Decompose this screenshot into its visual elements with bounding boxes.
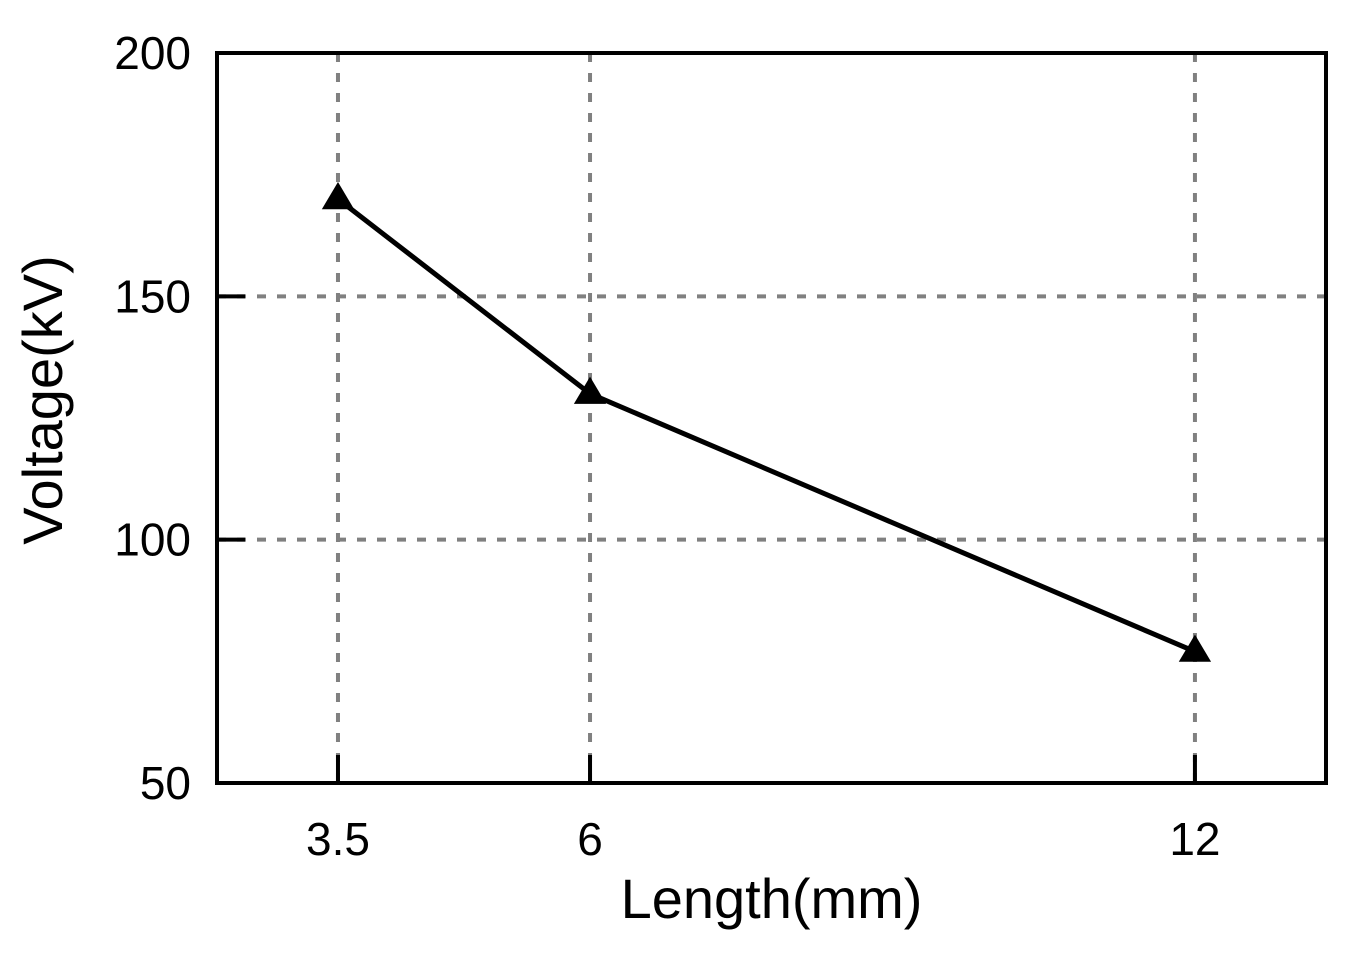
- x-tick-label: 6: [577, 813, 603, 865]
- grid-lines: [217, 53, 1326, 783]
- y-axis-title: Voltage(kV): [11, 255, 74, 545]
- series-line: [336, 197, 1196, 654]
- y-tick-label: 50: [140, 757, 191, 809]
- plot-area-frame: [215, 51, 1328, 785]
- triangle-marker: [573, 376, 607, 404]
- x-tick-label: 12: [1169, 813, 1220, 865]
- x-tick-label: 3.5: [306, 813, 370, 865]
- y-tick-label: 100: [114, 514, 191, 566]
- triangle-marker: [321, 182, 355, 210]
- axis-ticks: 3.5 6 12 50 100 150 200: [114, 27, 1220, 865]
- x-axis-title: Length(mm): [621, 867, 923, 930]
- series-layer: [321, 182, 1212, 662]
- y-tick-label: 150: [114, 270, 191, 322]
- y-tick-label: 200: [114, 27, 191, 79]
- triangle-marker: [1178, 634, 1212, 662]
